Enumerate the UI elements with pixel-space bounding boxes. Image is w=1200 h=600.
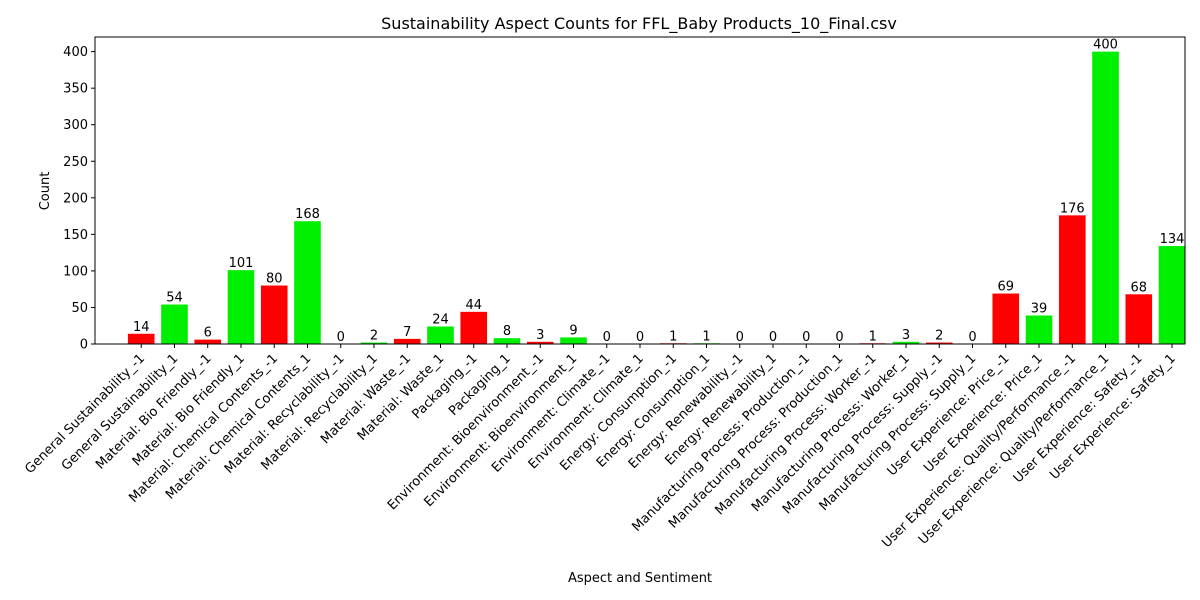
y-tick-label: 150 — [63, 228, 88, 243]
bar — [194, 339, 222, 344]
bar — [393, 338, 421, 344]
bar — [1158, 246, 1186, 344]
bar-value-label: 0 — [636, 330, 644, 345]
bar — [127, 333, 155, 344]
bar-value-label: 168 — [295, 207, 320, 222]
bar-value-label: 1 — [869, 329, 877, 344]
bar-value-label: 400 — [1093, 38, 1118, 53]
bar-value-label: 39 — [1031, 301, 1048, 316]
bar — [1092, 51, 1119, 345]
bar-value-label: 0 — [835, 330, 843, 345]
bar — [1025, 315, 1053, 344]
plot-frame — [94, 36, 1186, 345]
bar — [227, 270, 255, 344]
y-tick-label: 100 — [63, 264, 88, 279]
x-axis-label: Aspect and Sentiment — [568, 571, 712, 586]
bar — [892, 341, 920, 344]
bar-value-label: 2 — [370, 329, 378, 344]
bar-value-label: 44 — [465, 298, 482, 313]
bar-value-label: 2 — [935, 329, 943, 344]
bar-value-label: 3 — [536, 328, 544, 343]
y-tick-label: 200 — [63, 191, 88, 206]
bar — [260, 285, 288, 344]
bar — [526, 341, 554, 344]
bar-value-label: 0 — [769, 330, 777, 345]
bar-value-label: 101 — [229, 256, 254, 271]
bar-value-label: 1 — [702, 329, 710, 344]
y-tick-label: 400 — [63, 45, 88, 60]
bar-value-label: 176 — [1060, 201, 1085, 216]
bar — [493, 338, 521, 344]
bar — [1058, 215, 1086, 344]
bar — [460, 311, 488, 344]
bar — [427, 326, 454, 344]
y-axis-label: Count — [38, 172, 53, 211]
bar-value-label: 0 — [968, 330, 976, 345]
bar-value-label: 0 — [603, 330, 611, 345]
bar-value-label: 68 — [1131, 280, 1148, 295]
y-tick-label: 0 — [80, 338, 88, 353]
y-tick-label: 350 — [63, 82, 88, 97]
bar-value-label: 54 — [166, 291, 183, 306]
bar-value-label: 9 — [569, 323, 577, 338]
bar-value-label: 1 — [669, 329, 677, 344]
bar — [294, 221, 321, 344]
y-tick-label: 300 — [63, 118, 88, 133]
bar-value-label: 80 — [266, 272, 283, 287]
bar — [992, 293, 1020, 344]
bar-value-label: 134 — [1160, 232, 1185, 247]
bar — [560, 337, 587, 344]
bar — [1125, 294, 1153, 344]
bar-value-label: 14 — [133, 320, 150, 335]
bar — [161, 304, 188, 344]
bar-value-label: 69 — [997, 280, 1014, 295]
bar — [925, 342, 953, 344]
bars-group — [127, 51, 1186, 345]
y-axis: 0 50 100 150 200 250 300 350 400 — [63, 45, 95, 353]
bar-value-label: 0 — [802, 330, 810, 345]
bar-value-label: 7 — [403, 325, 411, 340]
bar-value-label: 0 — [337, 330, 345, 345]
bar — [360, 342, 388, 344]
y-tick-label: 50 — [71, 301, 88, 316]
bar-value-label: 24 — [432, 312, 449, 327]
y-tick-label: 250 — [63, 155, 88, 170]
bar-value-label: 6 — [204, 326, 212, 341]
bar-value-label: 8 — [503, 324, 511, 339]
bar-value-label: 3 — [902, 328, 910, 343]
chart-title: Sustainability Aspect Counts for FFL_Bab… — [381, 14, 897, 34]
bar-value-label: 0 — [736, 330, 744, 345]
